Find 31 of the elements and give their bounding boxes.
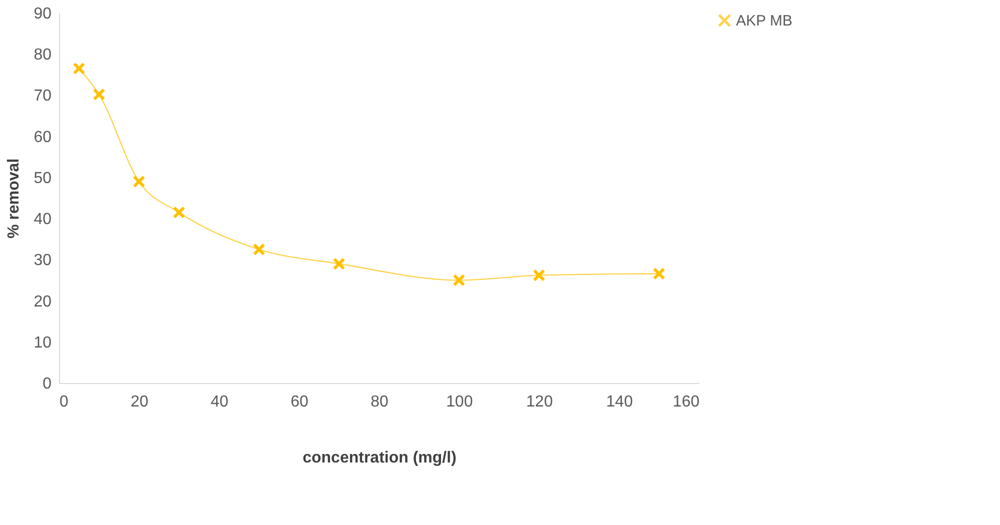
y-tick-label: 40 — [34, 211, 52, 228]
y-tick-label: 20 — [34, 293, 52, 310]
x-tick-label: 140 — [606, 394, 633, 410]
y-axis-title: % removal — [6, 158, 23, 239]
y-tick-label: 10 — [34, 334, 52, 352]
x-tick-label: 120 — [526, 394, 553, 410]
point — [252, 243, 266, 256]
y-tick-label: 70 — [34, 88, 52, 105]
y-tick-label: 80 — [34, 46, 52, 64]
x-tick-label: 160 — [672, 394, 700, 410]
point — [92, 88, 106, 101]
point — [72, 62, 86, 75]
x-tick-label: 40 — [210, 394, 228, 410]
x-tick-label: 20 — [130, 394, 148, 410]
x-axis-title: concentration (mg/l) — [302, 450, 456, 466]
x-tick-label: 100 — [446, 394, 473, 410]
y-tick-label: 90 — [34, 6, 52, 22]
point — [132, 175, 146, 188]
y-tick-label: 30 — [34, 252, 52, 270]
point — [532, 269, 546, 282]
x-tick-label: 60 — [290, 394, 308, 410]
legend-label: AKP MB — [736, 12, 792, 30]
y-tick-label: 50 — [34, 170, 52, 187]
point — [332, 258, 346, 270]
point — [452, 274, 466, 286]
point — [172, 206, 186, 219]
y-tick-label: 0 — [42, 376, 52, 392]
point — [652, 267, 666, 280]
x-tick-label: 80 — [370, 394, 388, 410]
x-tick-label: 0 — [60, 394, 68, 410]
y-tick-label: 60 — [34, 128, 52, 146]
